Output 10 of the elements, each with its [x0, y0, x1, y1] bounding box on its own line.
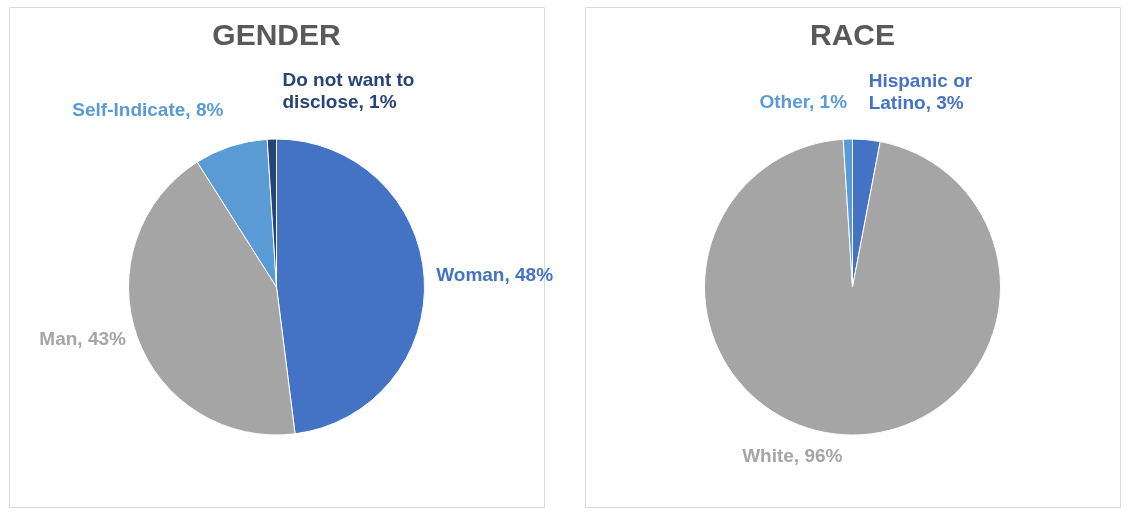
chart-title: GENDER [212, 18, 341, 51]
slice-label: White, 96% [742, 444, 843, 466]
slice-label: Hispanic or Latino, 3% [868, 69, 973, 113]
slice-label: Self-Indicate, 8% [72, 99, 224, 121]
slice-label: Man, 43% [39, 328, 127, 350]
chart-title: RACE [809, 18, 896, 51]
slice-label: Do not want to disclose, 1% [282, 69, 415, 113]
slice-label: Other, 1% [759, 91, 848, 113]
pie-slice [704, 138, 1001, 436]
slice-label: Woman, 48% [436, 263, 554, 285]
